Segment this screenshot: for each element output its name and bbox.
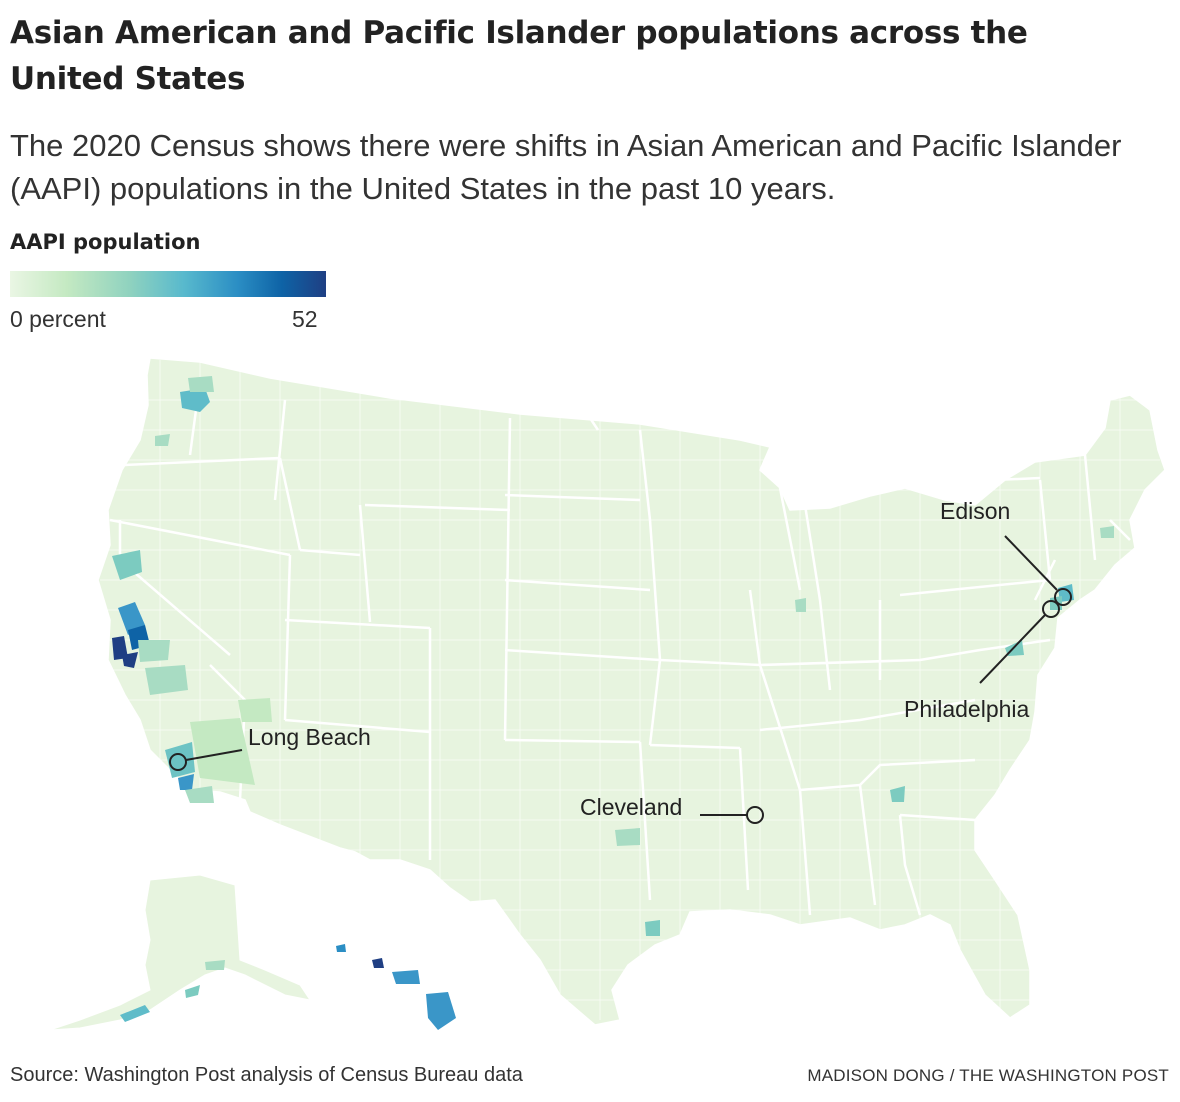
county-chicago-il bbox=[795, 598, 806, 612]
callout-long-beach: Long Beach bbox=[169, 724, 371, 771]
hawaii-maui-molokai bbox=[392, 970, 420, 984]
legend-min-label: 0 percent bbox=[10, 306, 106, 332]
callout-cleveland: Cleveland bbox=[580, 794, 764, 824]
hawaii-niihau-kauai bbox=[336, 944, 346, 952]
source-note: Source: Washington Post analysis of Cens… bbox=[10, 1064, 523, 1086]
county-orange-ca bbox=[178, 774, 194, 790]
us-county-map: Long Beach Cleveland Edison Philadelphia bbox=[49, 357, 1166, 1031]
hawaii-oahu bbox=[372, 958, 384, 968]
county-santa-clara-ca bbox=[122, 652, 138, 668]
legend-max-label: 52 bbox=[292, 306, 318, 332]
county-alaska-anchorage bbox=[205, 960, 225, 970]
long-beach-label: Long Beach bbox=[248, 724, 371, 750]
county-alaska-aleutians bbox=[120, 1005, 150, 1022]
cleveland-label: Cleveland bbox=[580, 794, 682, 820]
county-boston-ma bbox=[1100, 526, 1114, 538]
county-san-francisco-ca bbox=[112, 636, 128, 660]
county-fresno-ca bbox=[145, 665, 188, 695]
callout-edison: Edison bbox=[940, 498, 1072, 606]
long-beach-leader-line bbox=[185, 749, 243, 761]
chart-subtitle: The 2020 Census shows there were shifts … bbox=[10, 128, 1122, 206]
edison-label: Edison bbox=[940, 498, 1010, 524]
county-multnomah-or bbox=[155, 434, 170, 446]
philadelphia-marker bbox=[1042, 600, 1060, 618]
county-alaska-southeast bbox=[185, 985, 200, 998]
long-beach-marker bbox=[169, 753, 187, 771]
contiguous-us-shape bbox=[97, 357, 1166, 1026]
edison-leader-line bbox=[1004, 535, 1058, 591]
county-king-wa bbox=[180, 388, 210, 412]
philadelphia-leader-line bbox=[979, 614, 1046, 684]
county-dallas-tx bbox=[615, 828, 640, 846]
chart-title: Asian American and Pacific Islander popu… bbox=[10, 15, 1028, 97]
legend-color-scale bbox=[10, 271, 326, 297]
county-sacramento-ca bbox=[112, 550, 142, 580]
alaska-shape bbox=[49, 874, 312, 1031]
credit-line: MADISON DONG / THE WASHINGTON POST bbox=[807, 1066, 1169, 1085]
philadelphia-label: Philadelphia bbox=[904, 696, 1030, 722]
county-snohomish-wa bbox=[188, 376, 214, 392]
edison-marker bbox=[1054, 588, 1072, 606]
county-mesh bbox=[100, 360, 1160, 1020]
county-clark-nv bbox=[238, 698, 272, 722]
hawaii-big-island bbox=[426, 992, 456, 1030]
county-san-diego-ca bbox=[185, 786, 214, 803]
county-central-valley-ca bbox=[138, 640, 170, 662]
county-bay-area-north bbox=[118, 602, 145, 635]
county-gwinnett-ga bbox=[890, 786, 905, 802]
county-harris-tx bbox=[645, 920, 660, 936]
legend-title: AAPI population bbox=[10, 230, 201, 254]
county-san-bernardino-ca bbox=[190, 718, 255, 785]
callout-philadelphia: Philadelphia bbox=[904, 600, 1060, 722]
